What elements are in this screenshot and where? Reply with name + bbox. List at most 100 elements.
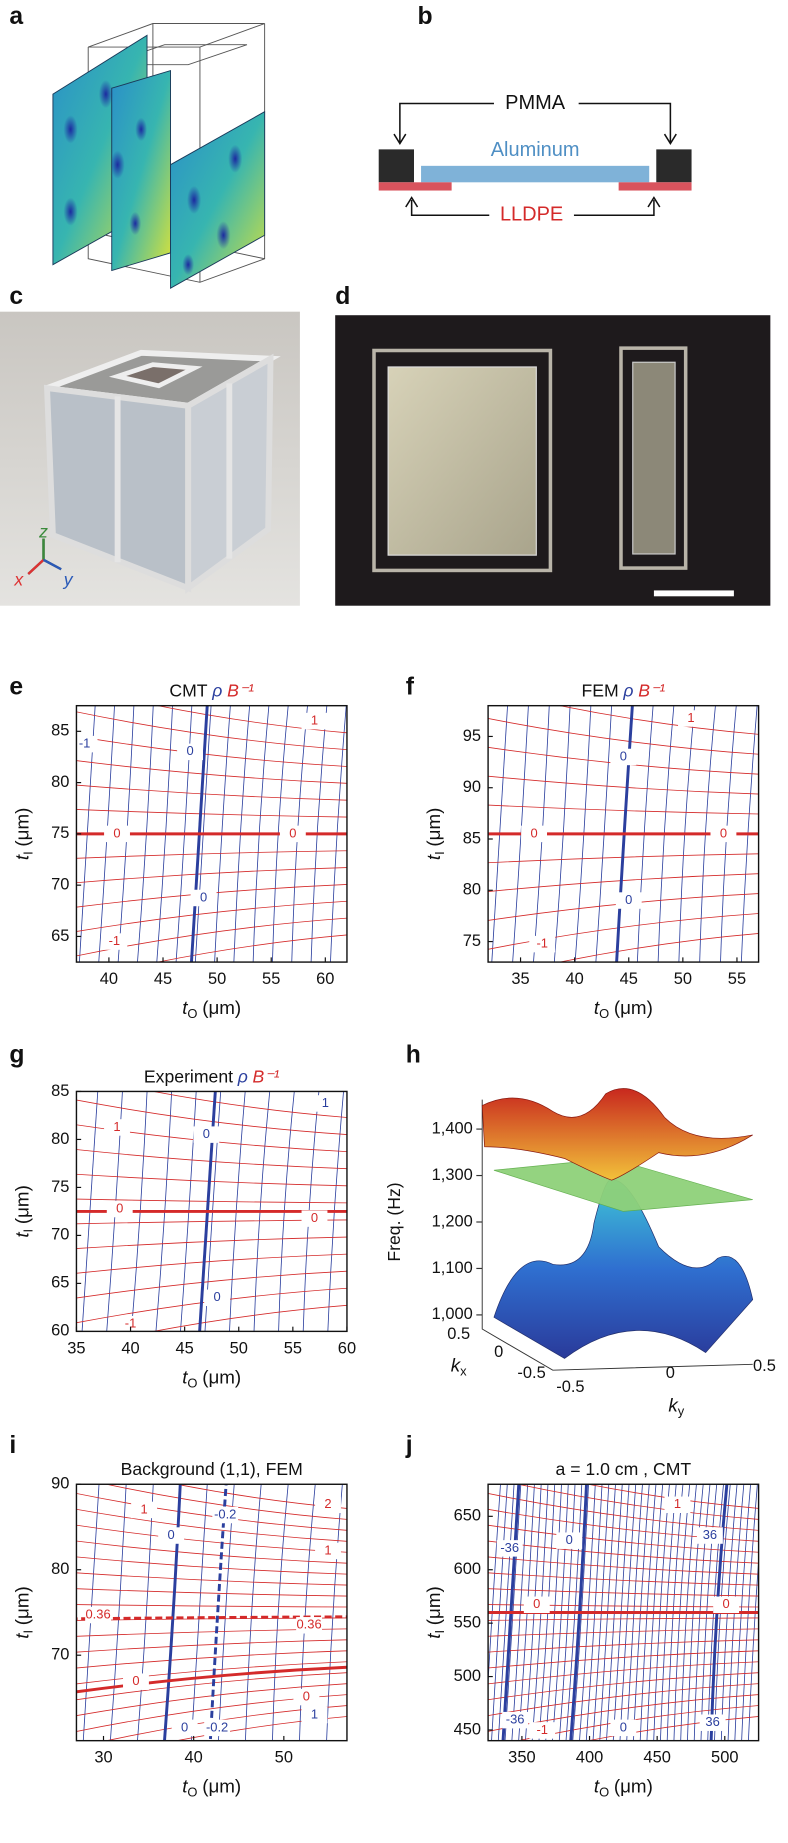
title-part: B⁻¹ xyxy=(638,680,665,700)
red-contour xyxy=(488,1556,759,1575)
axis-symbol: k xyxy=(668,1395,679,1416)
y-tick-label: 85 xyxy=(463,829,481,847)
axis-unit: (μm) xyxy=(423,808,444,847)
axis-letter: x xyxy=(13,570,24,590)
ky-tick-label: -0.5 xyxy=(556,1378,584,1396)
contour-label-bg xyxy=(556,1532,583,1549)
blue-contour xyxy=(299,1484,316,1741)
panel-label: d xyxy=(335,283,350,310)
axis-symbol: t xyxy=(11,1633,32,1639)
red-contour xyxy=(76,917,347,957)
red-contour xyxy=(488,718,759,755)
axis-subscript: I xyxy=(21,1630,36,1634)
contour-label-bg xyxy=(212,1506,239,1524)
blue-contour xyxy=(245,1484,262,1741)
axis-letter: z xyxy=(38,521,48,541)
red-contour xyxy=(76,1508,347,1542)
axis-symbol: t xyxy=(182,1776,188,1797)
red-contour xyxy=(76,1588,347,1597)
red-contour xyxy=(76,711,347,751)
contour-label-bg xyxy=(85,1606,112,1624)
contour-label: 0 xyxy=(214,1289,221,1304)
axis-subscript: I xyxy=(21,851,36,855)
x-tick-label: 40 xyxy=(565,970,583,988)
contour-label-bg xyxy=(190,889,217,907)
contour-label: 0 xyxy=(186,743,193,758)
panel-label: b xyxy=(418,3,433,30)
diagram-label: PMMA xyxy=(505,92,566,114)
red-contour xyxy=(76,1639,347,1653)
x-tick-label: 45 xyxy=(620,970,638,988)
contour-label-bg xyxy=(171,1719,198,1737)
red-contour xyxy=(516,1484,759,1520)
red-contour xyxy=(488,1650,759,1669)
axis-unit: (μm) xyxy=(11,808,32,847)
title-part: Experiment xyxy=(144,1066,233,1086)
y-tick-label: 80 xyxy=(51,1130,69,1148)
contour-label: 1 xyxy=(113,1119,120,1134)
panel-label: c xyxy=(9,283,23,310)
red-contour xyxy=(76,809,347,818)
contour-label: 0 xyxy=(566,1532,573,1547)
y-tick-label: 60 xyxy=(51,1322,69,1340)
x-tick-label: 40 xyxy=(100,970,118,988)
contour-label-bg xyxy=(312,1095,339,1112)
red-contour xyxy=(76,1556,347,1575)
contour-label: 0.36 xyxy=(297,1617,322,1632)
contour-label-bg xyxy=(529,1722,556,1739)
red-contour xyxy=(488,1683,759,1717)
axis-subscript: I xyxy=(432,1630,447,1634)
panel-title: Background (1,1), FEM xyxy=(121,1459,303,1479)
plot-frame xyxy=(487,704,760,963)
axis-symbol: t xyxy=(594,997,600,1018)
contour-label: 0 xyxy=(720,825,727,840)
red-contour xyxy=(76,1253,347,1274)
contour-label-bg xyxy=(710,825,737,843)
y-tick-label: 1,100 xyxy=(432,1259,473,1277)
x-tick-label: 450 xyxy=(643,1749,670,1767)
axis-unit: (μm) xyxy=(202,1366,241,1387)
kx-tick-label: 0.5 xyxy=(447,1325,470,1343)
panel-label: f xyxy=(406,674,415,701)
red-contour xyxy=(586,1484,759,1509)
contour-label-bg xyxy=(610,1719,637,1737)
axis-subscript: O xyxy=(599,1006,609,1021)
x-tick-label: 60 xyxy=(316,970,334,988)
panel-title: a = 1.0 cm , CMT xyxy=(556,1459,692,1479)
contour-label-bg xyxy=(699,1714,726,1731)
red-contour xyxy=(488,1672,759,1701)
plot-frame xyxy=(75,1483,348,1742)
y-tick-label: 450 xyxy=(454,1720,481,1738)
contour-label: 0 xyxy=(723,1596,730,1611)
x-tick-label: 50 xyxy=(275,1749,293,1767)
contour-label: 0 xyxy=(203,1126,210,1141)
title-part: CMT xyxy=(169,680,207,700)
red-contour xyxy=(151,1304,347,1332)
ky-tick-label: 0 xyxy=(666,1364,675,1382)
red-contour xyxy=(488,1628,759,1637)
contour-label: 1 xyxy=(311,1706,318,1721)
y-tick-label: 75 xyxy=(51,1178,69,1196)
title-part: FEM xyxy=(582,680,619,700)
lower-band-surface xyxy=(493,1179,754,1359)
red-contour xyxy=(488,1524,759,1553)
panel-b-diagram xyxy=(378,102,692,217)
x-tick-label: 45 xyxy=(154,970,172,988)
axis-unit: (μm) xyxy=(614,997,653,1018)
panel-label: a xyxy=(9,3,23,30)
y-tick-label: 1,300 xyxy=(432,1166,473,1184)
title-part: Background (1,1), FEM xyxy=(121,1459,303,1479)
axis-unit: (μm) xyxy=(11,1586,32,1625)
red-contour xyxy=(151,1091,347,1118)
contour-label: -1 xyxy=(109,933,120,948)
y-tick-label: 70 xyxy=(51,1226,69,1244)
contour-label: 36 xyxy=(705,1714,719,1729)
contour-label: 1 xyxy=(322,1095,329,1110)
red-contour xyxy=(76,760,347,784)
axis-label: tO (μm) xyxy=(182,997,241,1021)
panel-title: FEM ρ B⁻¹ xyxy=(582,680,666,700)
panel-a-illustration xyxy=(52,23,266,289)
axis-subscript: O xyxy=(187,1006,197,1021)
red-contour xyxy=(76,1540,347,1564)
contour-label: 36 xyxy=(703,1527,717,1542)
